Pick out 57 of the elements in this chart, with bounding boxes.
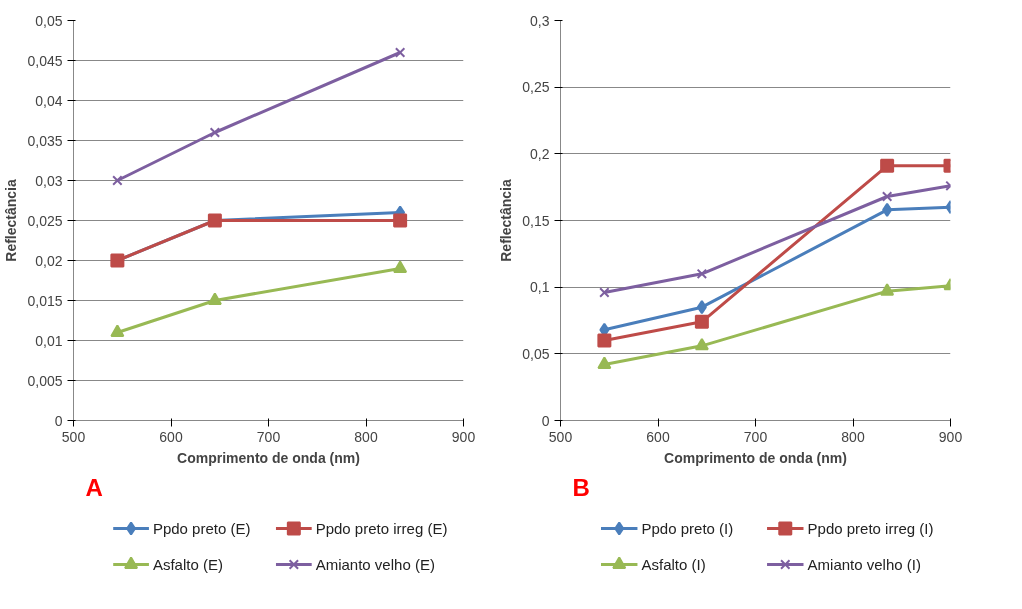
x-tick-label: 600 [159, 428, 183, 445]
point [394, 47, 406, 58]
legend-label: Amianto velho (I) [807, 556, 921, 573]
y-axis-title: Reflectância [3, 179, 20, 262]
point [696, 268, 708, 280]
legend-label: Asfalto (E) [152, 556, 223, 573]
point [597, 356, 612, 369]
y-tick-label: 0,02 [35, 252, 63, 269]
x-axis-title: Comprimento de onda (nm) [664, 449, 847, 466]
legend-label: Amianto velho (E) [315, 556, 435, 573]
x-tick-label: 500 [548, 428, 573, 445]
x-tick-label: 700 [256, 428, 281, 445]
y-tick-label: 0,035 [27, 132, 63, 149]
point [599, 287, 610, 298]
point [112, 175, 123, 186]
y-tick-label: 0 [54, 412, 63, 429]
x-tick-label: 900 [451, 428, 476, 445]
point [694, 314, 709, 329]
y-tick-label: 0,045 [27, 52, 63, 69]
text: B [572, 473, 590, 501]
x-axis-title: Comprimento de onda (nm) [177, 449, 360, 466]
point [881, 191, 893, 202]
y-tick-label: 0,015 [27, 292, 63, 309]
point [597, 333, 612, 348]
x-tick-label: 800 [841, 428, 865, 445]
x-tick-label: 900 [938, 428, 963, 445]
x-tick-label: 600 [646, 428, 670, 445]
y-tick-label: 0,1 [530, 279, 550, 296]
legend-label: Ppdo preto irreg (E) [315, 520, 448, 537]
point [393, 260, 408, 273]
legend-label: Ppdo preto irreg (I) [807, 520, 934, 537]
y-tick-label: 0,05 [522, 345, 550, 362]
legend-label: Ppdo preto (E) [152, 520, 251, 537]
y-tick-label: 0,005 [27, 372, 63, 389]
y-tick-label: 0,3 [530, 12, 550, 29]
y-axis-title: Reflectância [498, 179, 515, 262]
x-tick-label: 700 [743, 428, 768, 445]
y-tick-label: 0,04 [35, 92, 63, 109]
y-tick-label: 0,15 [522, 212, 550, 229]
y-tick-label: 0,03 [35, 172, 63, 189]
x-tick-label: 800 [354, 428, 378, 445]
x-tick-label: 500 [61, 428, 86, 445]
y-tick-label: 0,05 [35, 12, 63, 29]
point [393, 213, 408, 228]
y-tick-label: 0 [541, 412, 550, 429]
point [696, 300, 707, 315]
y-tick-label: 0,01 [35, 332, 63, 349]
point [694, 337, 709, 351]
legend-label: Ppdo preto (I) [641, 520, 734, 537]
legend-label: Asfalto (I) [641, 556, 706, 573]
text: A [85, 473, 103, 501]
point [209, 127, 221, 138]
y-tick-label: 0,2 [530, 145, 550, 162]
y-tick-label: 0,25 [522, 79, 550, 96]
point [110, 324, 125, 337]
y-tick-label: 0,025 [27, 212, 63, 229]
point [207, 292, 222, 305]
